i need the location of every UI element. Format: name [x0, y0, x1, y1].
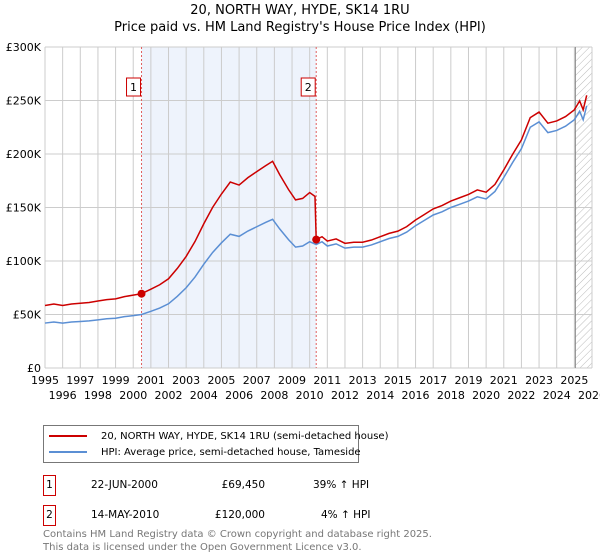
x-tick-label: 2008 — [260, 389, 288, 402]
x-tick-label: 2011 — [313, 374, 341, 387]
x-tick-label: 2009 — [278, 374, 306, 387]
x-tick-label: 2017 — [419, 374, 447, 387]
x-tick-label: 1996 — [49, 389, 77, 402]
x-tick-label: 2003 — [172, 374, 200, 387]
sale-point — [312, 235, 321, 244]
x-tick-label: 1999 — [102, 374, 130, 387]
sale-marker-label: 1 — [130, 81, 137, 94]
x-tick-label: 1995 — [31, 374, 59, 387]
x-tick-label: 2004 — [190, 389, 218, 402]
legend: 20, NORTH WAY, HYDE, SK14 1RU (semi-deta… — [43, 425, 388, 463]
x-tick-label: 2016 — [402, 389, 430, 402]
x-tick-label: 2015 — [384, 374, 412, 387]
y-tick-label: £100K — [6, 255, 42, 268]
sale-price: £69,450 — [221, 479, 265, 491]
legend-label: HPI: Average price, semi-detached house,… — [101, 446, 361, 458]
y-tick-label: £0 — [27, 362, 41, 375]
sale-marker-box — [126, 77, 142, 97]
legend-swatch-blue — [49, 451, 87, 453]
sale-row-1: 1 22-JUN-2000 £69,450 39% ↑ HPI — [43, 475, 443, 496]
y-tick-label: £300K — [6, 41, 42, 54]
x-tick-label: 2002 — [155, 389, 183, 402]
x-tick-label: 2023 — [525, 374, 553, 387]
x-tick-label: 2010 — [296, 389, 324, 402]
legend-label: 20, NORTH WAY, HYDE, SK14 1RU (semi-deta… — [101, 430, 389, 442]
x-tick-label: 2001 — [137, 374, 165, 387]
x-tick-label: 2025 — [560, 374, 588, 387]
y-tick-label: £150K — [6, 202, 42, 215]
y-tick-label: £200K — [6, 148, 42, 161]
x-tick-label: 2007 — [243, 374, 271, 387]
x-tick-label: 2006 — [225, 389, 253, 402]
sale-badge: 2 — [43, 505, 56, 526]
sale-hpi-diff: 39% ↑ HPI — [313, 479, 370, 491]
chart-title: 20, NORTH WAY, HYDE, SK14 1RU Price paid… — [0, 2, 600, 36]
x-tick-label: 2000 — [119, 389, 147, 402]
y-tick-label: £250K — [6, 95, 42, 108]
y-tick-label: £50K — [13, 309, 42, 322]
x-tick-label: 2019 — [454, 374, 482, 387]
footer-licence: This data is licensed under the Open Gov… — [43, 542, 362, 553]
x-tick-label: 2020 — [472, 389, 500, 402]
sale-marker-label: 2 — [305, 81, 312, 94]
sale-row-2: 2 14-MAY-2010 £120,000 4% ↑ HPI — [43, 505, 443, 526]
legend-item-hpi: HPI: Average price, semi-detached house,… — [44, 444, 361, 460]
series-line — [44, 105, 588, 324]
x-tick-label: 2024 — [543, 389, 571, 402]
sale-date: 22-JUN-2000 — [91, 479, 158, 491]
sale-badge: 1 — [43, 475, 56, 496]
x-tick-label: 2012 — [331, 389, 359, 402]
price-chart: 1995 1996 1997 1998 1999 2000 2001 2002 2003 2004… — [6, 41, 600, 402]
footer-copyright: Contains HM Land Registry data © Crown c… — [43, 529, 432, 540]
x-tick-label: 1998 — [84, 389, 112, 402]
subtitle: Price paid vs. HM Land Registry's House … — [114, 20, 486, 35]
x-tick-label: 2005 — [207, 374, 235, 387]
x-tick-label: 2018 — [437, 389, 465, 402]
x-tick-label: 2013 — [349, 374, 377, 387]
title: 20, NORTH WAY, HYDE, SK14 1RU — [190, 3, 410, 18]
legend-swatch-red — [49, 435, 87, 437]
sale-marker-box — [300, 77, 316, 97]
sale-point — [137, 289, 146, 298]
x-tick-label: 2026 — [578, 389, 600, 402]
x-tick-label: 2021 — [490, 374, 518, 387]
sale-price: £120,000 — [214, 509, 265, 521]
sale-date: 14-MAY-2010 — [91, 509, 160, 521]
legend-item-property: 20, NORTH WAY, HYDE, SK14 1RU (semi-deta… — [44, 428, 388, 444]
x-tick-label: 2022 — [507, 389, 535, 402]
x-tick-label: 2014 — [366, 389, 394, 402]
sale-hpi-diff: 4% ↑ HPI — [321, 509, 371, 521]
x-tick-label: 1997 — [66, 374, 94, 387]
